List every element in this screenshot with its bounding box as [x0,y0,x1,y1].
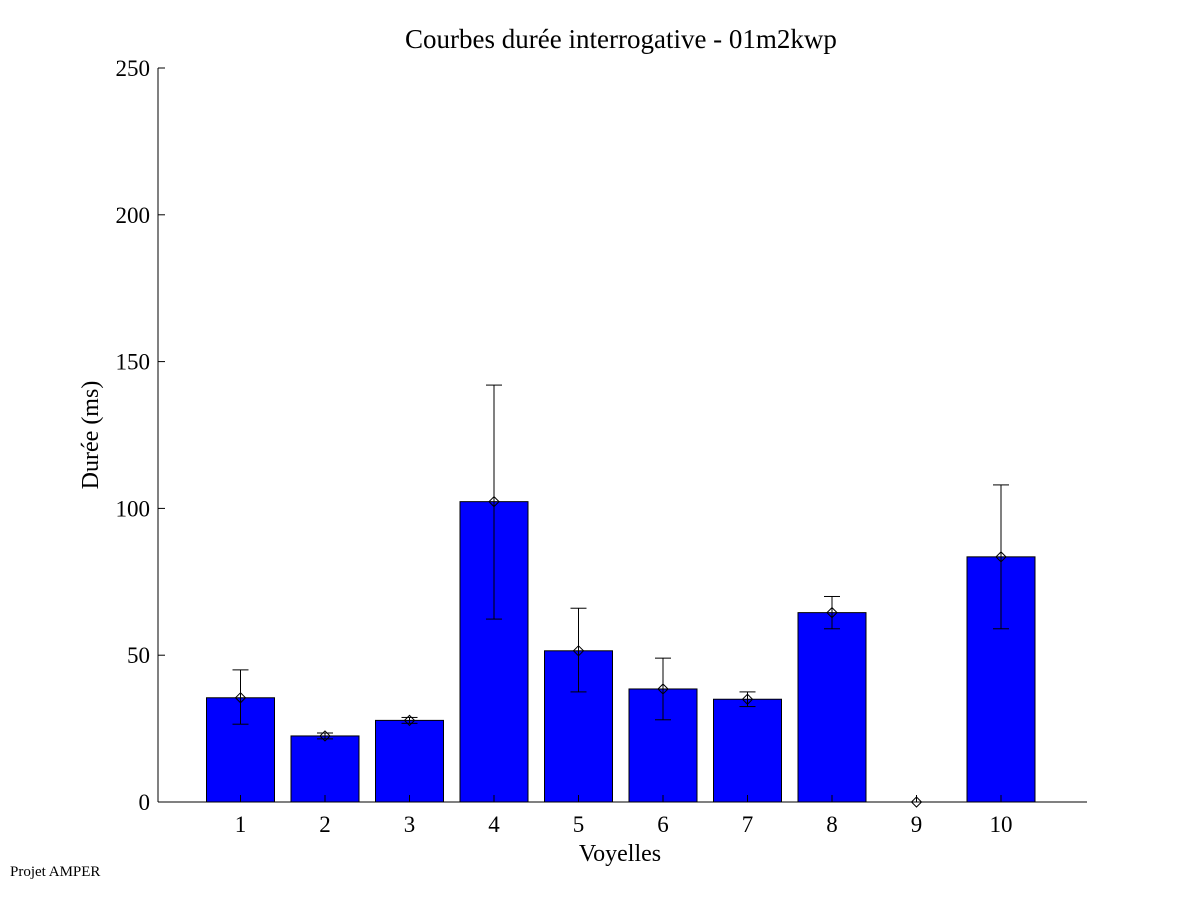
x-tick-label: 6 [657,812,669,837]
x-tick-label: 3 [404,812,416,837]
bar [797,612,867,803]
bar [713,698,782,803]
mean-marker [234,692,247,704]
y-tick-label: 50 [127,643,150,668]
y-tick-label: 150 [116,350,151,375]
mean-marker [741,693,754,705]
mean-marker [572,645,585,657]
y-axis-label: Durée (ms) [78,381,104,490]
x-tick-label: 10 [990,812,1013,837]
mean-marker [826,606,838,619]
bar [290,735,360,803]
y-tick-label: 0 [139,790,151,815]
x-tick-label: 8 [826,812,838,837]
y-tick-label: 200 [116,203,151,228]
mean-marker [657,683,669,695]
x-tick-label: 9 [911,812,923,837]
mean-marker [995,551,1007,563]
y-tick-label: 100 [116,496,151,521]
footer-note: Projet AMPER [10,864,101,880]
chart-title: Courbes durée interrogative - 01m2kwp [405,24,837,54]
mean-marker [403,714,416,727]
bar [375,719,444,803]
x-tick-label: 7 [742,812,754,837]
x-axis-label: Voyelles [579,841,661,867]
mean-marker [910,796,923,808]
axes-group: 0 50 100 150 200 250 1 2 3 4 5 6 7 8 9 10 [116,56,1087,837]
x-tick-label: 2 [319,812,331,837]
x-tick-label: 4 [488,812,500,837]
y-tick-label: 250 [116,56,151,81]
x-tick-label: 1 [235,812,247,837]
mean-marker [488,495,500,508]
error-bars-group [232,384,1009,808]
mean-marker [319,730,331,742]
bars-group [206,501,1036,803]
x-tick-label: 5 [573,812,585,837]
